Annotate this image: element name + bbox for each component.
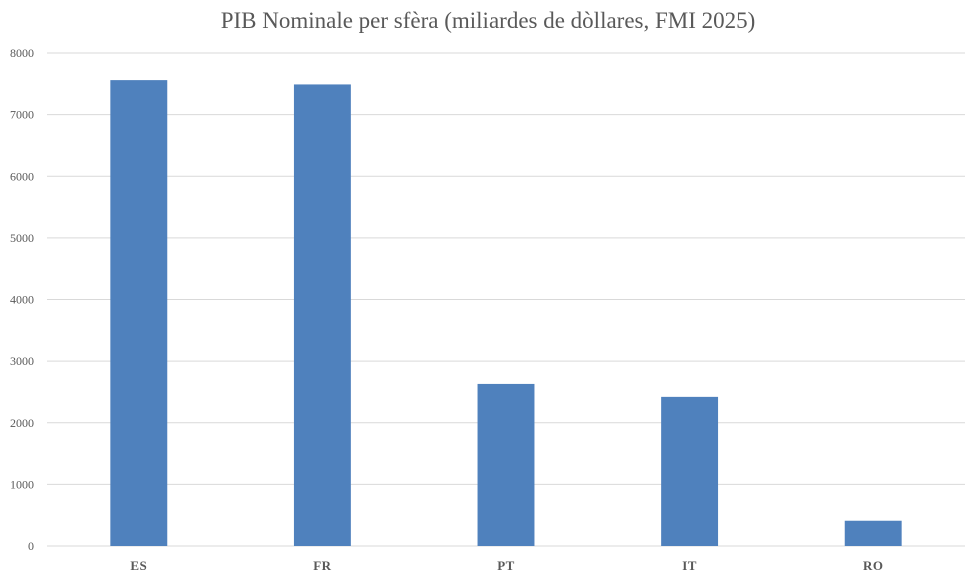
y-tick-label: 6000: [10, 169, 34, 183]
bars: [110, 80, 902, 547]
x-tick-label-ro: RO: [863, 558, 884, 573]
y-tick-label: 4000: [10, 293, 34, 307]
y-tick-label: 0: [28, 539, 34, 553]
bar-ro: [844, 520, 902, 546]
x-tick-label-fr: FR: [313, 558, 331, 573]
chart-title: PIB Nominale per sfèra (miliardes de dòl…: [221, 8, 756, 33]
y-tick-label: 7000: [10, 108, 34, 122]
y-tick-label: 3000: [10, 354, 34, 368]
bar-pt: [477, 383, 535, 546]
x-axis-tick-labels: ES FR PT IT RO: [130, 558, 883, 573]
y-tick-label: 2000: [10, 416, 34, 430]
bar-it: [661, 396, 719, 546]
x-tick-label-it: IT: [682, 558, 697, 573]
bar-fr: [293, 84, 351, 547]
y-tick-label: 5000: [10, 231, 34, 245]
x-tick-label-es: ES: [130, 558, 147, 573]
y-tick-label: 1000: [10, 477, 34, 491]
y-axis-tick-labels: 0 1000 2000 3000 4000 5000 6000 7000 8000: [10, 46, 34, 553]
bar-es: [110, 80, 168, 547]
gridlines: [47, 52, 965, 547]
x-tick-label-pt: PT: [497, 558, 515, 573]
y-tick-label: 8000: [10, 46, 34, 60]
